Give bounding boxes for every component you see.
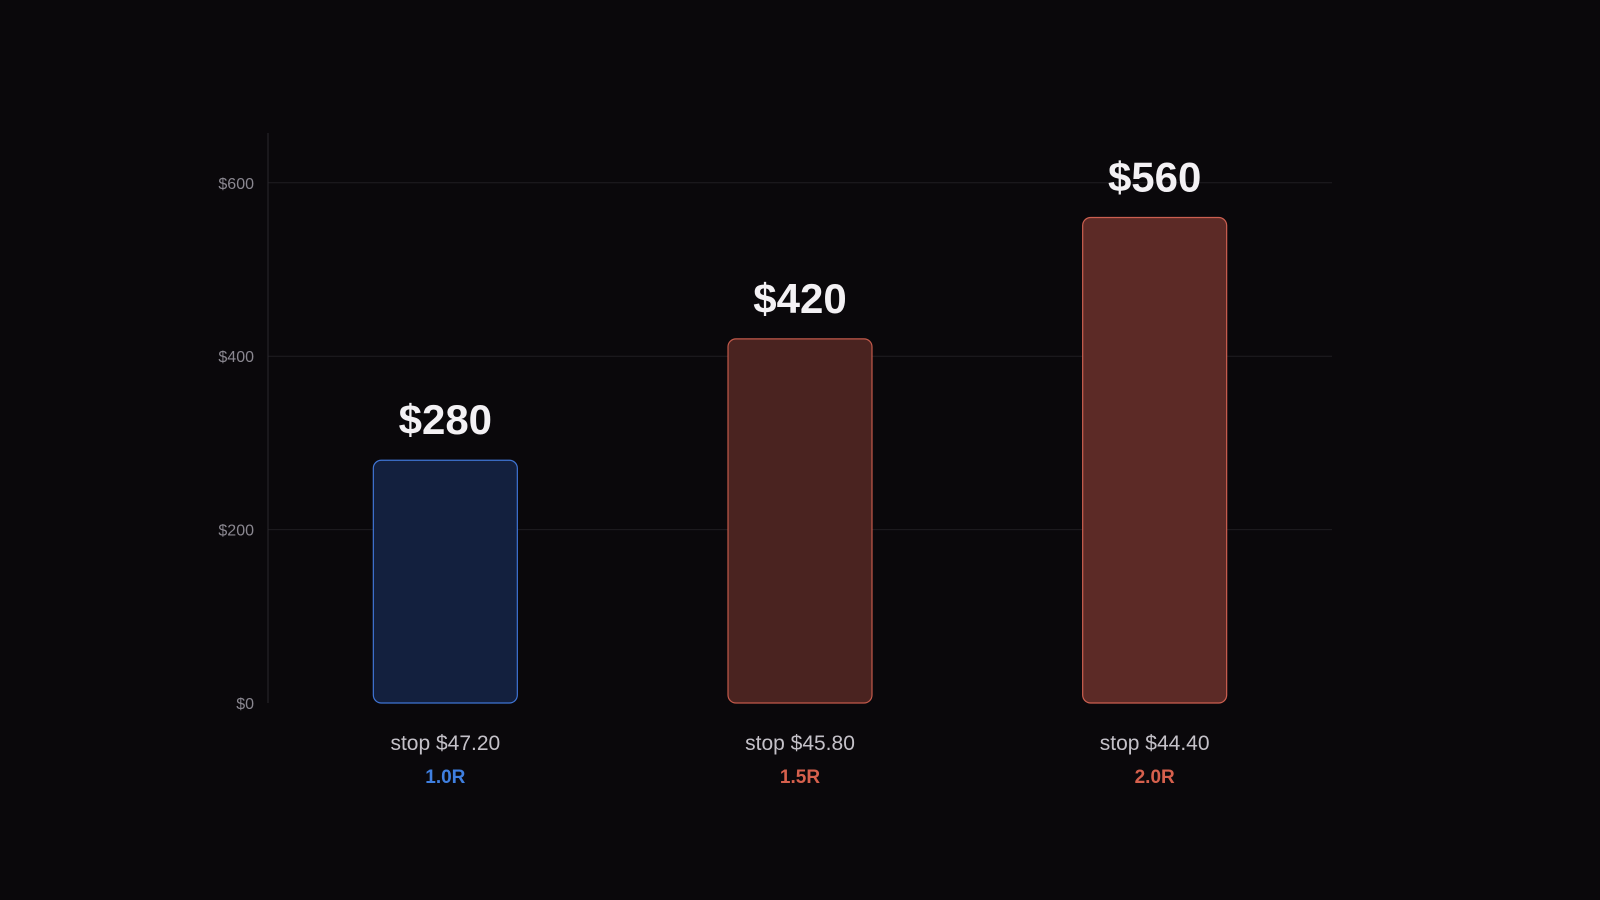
y-tick-label: $0 [236,696,254,713]
bar-value-label: $560 [1108,153,1201,200]
x-sub-label: 1.5R [780,767,820,788]
bar-value-label: $280 [399,396,492,443]
y-tick-label: $200 [218,523,254,540]
bar [1082,216,1228,704]
bar [372,459,518,704]
y-tick-label: $400 [218,349,254,366]
y-tick-label: $600 [218,176,254,193]
x-sub-label: 1.0R [425,767,465,788]
bar-value-label: $420 [753,275,846,322]
bar [727,338,873,704]
bars [372,216,1228,704]
x-sub-label: 2.0R [1135,767,1175,788]
x-category-label: stop $45.80 [745,732,855,755]
x-category-label: stop $47.20 [390,732,500,755]
labels: $280 stop $47.20 1.0R $420 stop $45.80 1.5R $5… [390,153,1209,788]
y-axis: $0 $200 $400 $600 [218,133,269,713]
x-category-label: stop $44.40 [1100,732,1210,755]
